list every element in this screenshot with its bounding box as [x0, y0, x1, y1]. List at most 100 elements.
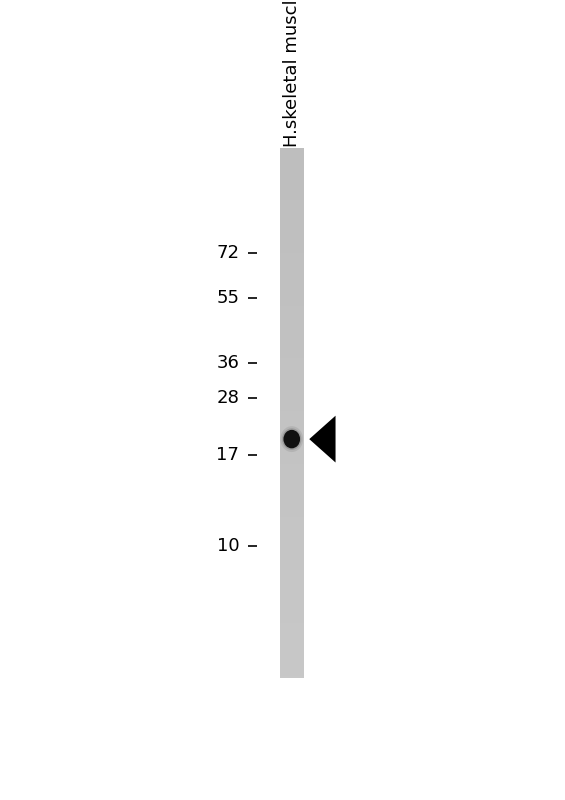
Bar: [280, 458, 304, 459]
Bar: [280, 306, 304, 307]
Text: 17: 17: [216, 446, 239, 464]
Bar: [280, 586, 304, 588]
Bar: [280, 224, 304, 226]
Bar: [280, 383, 304, 385]
Bar: [280, 190, 304, 193]
Bar: [280, 558, 304, 560]
Bar: [280, 620, 304, 622]
Bar: [280, 525, 304, 526]
Bar: [280, 494, 304, 496]
Bar: [280, 510, 304, 512]
Bar: [280, 604, 304, 606]
Bar: [280, 184, 304, 186]
Bar: [280, 627, 304, 629]
Bar: [280, 570, 304, 572]
Bar: [280, 474, 304, 475]
Bar: [280, 454, 304, 456]
Bar: [280, 281, 304, 282]
Bar: [280, 258, 304, 260]
Bar: [280, 578, 304, 579]
Bar: [280, 591, 304, 594]
Bar: [280, 410, 304, 411]
Bar: [280, 282, 304, 284]
Bar: [280, 616, 304, 618]
Bar: [280, 556, 304, 558]
Text: 36: 36: [216, 354, 239, 372]
Bar: [280, 199, 304, 202]
Bar: [280, 638, 304, 639]
Text: 72: 72: [216, 244, 239, 262]
Bar: [280, 405, 304, 406]
Text: 10: 10: [216, 537, 239, 554]
Text: H.skeletal muscle: H.skeletal muscle: [282, 0, 301, 146]
Bar: [280, 148, 304, 150]
Bar: [280, 595, 304, 597]
Bar: [280, 189, 304, 190]
Bar: [280, 427, 304, 429]
Bar: [280, 554, 304, 556]
Bar: [280, 563, 304, 565]
Bar: [280, 650, 304, 652]
Bar: [280, 198, 304, 199]
Bar: [280, 274, 304, 275]
Bar: [280, 309, 304, 311]
Bar: [280, 461, 304, 462]
Bar: [280, 493, 304, 494]
Bar: [280, 205, 304, 206]
Bar: [280, 371, 304, 373]
Bar: [280, 313, 304, 314]
Bar: [280, 164, 304, 166]
Bar: [280, 415, 304, 417]
Bar: [280, 645, 304, 646]
Bar: [280, 433, 304, 434]
Bar: [280, 155, 304, 157]
Bar: [280, 648, 304, 650]
Bar: [280, 230, 304, 231]
Bar: [280, 462, 304, 465]
Bar: [280, 159, 304, 161]
Bar: [280, 521, 304, 522]
Bar: [280, 429, 304, 431]
Bar: [280, 249, 304, 250]
Bar: [280, 662, 304, 664]
Bar: [280, 358, 304, 360]
Bar: [280, 666, 304, 667]
Bar: [280, 380, 304, 382]
Bar: [280, 367, 304, 369]
Bar: [280, 385, 304, 386]
Bar: [280, 332, 304, 334]
Bar: [280, 569, 304, 570]
Bar: [280, 601, 304, 602]
Bar: [280, 636, 304, 638]
Bar: [280, 431, 304, 433]
Bar: [280, 643, 304, 645]
Bar: [280, 215, 304, 218]
Bar: [280, 414, 304, 415]
Bar: [280, 654, 304, 655]
Bar: [280, 590, 304, 591]
Bar: [280, 235, 304, 237]
Bar: [280, 335, 304, 338]
Bar: [280, 594, 304, 595]
Bar: [280, 401, 304, 402]
Bar: [280, 547, 304, 550]
Bar: [280, 392, 304, 394]
Bar: [280, 389, 304, 390]
Bar: [280, 202, 304, 203]
Bar: [280, 341, 304, 342]
Bar: [280, 477, 304, 478]
Bar: [280, 260, 304, 262]
Bar: [280, 443, 304, 445]
Bar: [280, 226, 304, 228]
Bar: [280, 673, 304, 674]
Bar: [280, 339, 304, 341]
Bar: [280, 530, 304, 531]
Bar: [280, 574, 304, 576]
Bar: [280, 168, 304, 170]
Bar: [280, 364, 304, 366]
Bar: [280, 170, 304, 171]
Bar: [280, 657, 304, 658]
Bar: [280, 505, 304, 507]
Ellipse shape: [284, 430, 300, 448]
Bar: [280, 442, 304, 443]
